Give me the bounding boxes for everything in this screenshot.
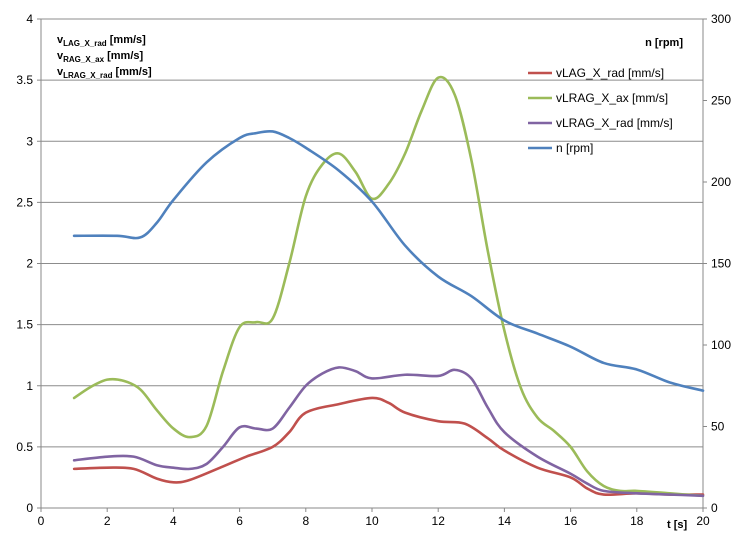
legend-entry: vLRAG_X_ax [mm/s] [556, 91, 668, 105]
y-tick-label: 2 [26, 257, 33, 271]
y-title-line: v [57, 50, 64, 62]
x-tick-label: 4 [170, 514, 177, 528]
y-tick-label: 4 [26, 12, 33, 26]
series-line-3 [72, 129, 705, 392]
y2-tick-label: 200 [711, 175, 731, 189]
legend-entry: vLRAG_X_rad [mm/s] [556, 116, 673, 130]
x-tick-label: 2 [104, 514, 111, 528]
gridlines [41, 18, 703, 448]
x-tick-label: 8 [302, 514, 309, 528]
y-title-subscript: LRAG_X_rad [63, 71, 112, 80]
y2-tick-label: 100 [711, 338, 731, 352]
y-tick-label: 2.5 [16, 195, 33, 209]
x-tick-label: 18 [630, 514, 644, 528]
y-title-unit: [mm/s] [107, 34, 146, 46]
series-line-0 [72, 396, 705, 497]
x-tick-label: 0 [38, 514, 45, 528]
x-axis-title: t [s] [667, 519, 688, 531]
y-tick-label: 0 [26, 501, 33, 515]
x-tick-label: 20 [696, 514, 710, 528]
y2-tick-label: 50 [711, 420, 725, 434]
y2-tick-label: 150 [711, 257, 731, 271]
y-title-line: v [57, 34, 64, 46]
series-line-2 [72, 366, 705, 498]
series-line-1 [72, 75, 705, 498]
legend-entry: n [rpm] [556, 141, 593, 155]
y-title-unit: [mm/s] [104, 50, 143, 62]
y-title-subscript: RAG_X_ax [63, 55, 104, 64]
x-tick-label: 12 [432, 514, 446, 528]
legend-entry: vLAG_X_rad [mm/s] [556, 66, 664, 80]
x-tick-label: 10 [365, 514, 379, 528]
y-axis-title: vLAG_X_rad [mm/s] vRAG_X_ax [mm/s] vLRAG_X… [57, 34, 152, 80]
y-title-unit: [mm/s] [112, 66, 151, 78]
series-lines [72, 75, 705, 498]
y2-axis-title: n [rpm] [645, 37, 683, 49]
y2-tick-label: 0 [711, 501, 718, 515]
y-tick-label: 1.5 [16, 318, 33, 332]
y-tick-label: 1 [26, 379, 33, 393]
tick-labels: 0 0.5 1 1.5 2 2.5 3 3.5 4 0 50 100 150 200 250 300 0 2 4 6 8… [16, 12, 731, 528]
y2-tick-label: 250 [711, 94, 731, 108]
y-tick-label: 3 [26, 134, 33, 148]
y-title-line: v [57, 66, 64, 78]
x-tick-label: 6 [236, 514, 243, 528]
x-tick-label: 16 [564, 514, 578, 528]
y-tick-label: 3.5 [16, 73, 33, 87]
legend: vLAG_X_rad [mm/s] vLRAG_X_ax [mm/s] vLRAG_… [528, 66, 673, 155]
y-title-subscript: LAG_X_rad [63, 39, 107, 48]
x-tick-label: 14 [498, 514, 512, 528]
axis-titles: vLAG_X_rad [mm/s] vRAG_X_ax [mm/s] vLRAG_X… [57, 34, 688, 531]
y2-tick-label: 300 [711, 12, 731, 26]
y-tick-label: 0.5 [16, 440, 33, 454]
